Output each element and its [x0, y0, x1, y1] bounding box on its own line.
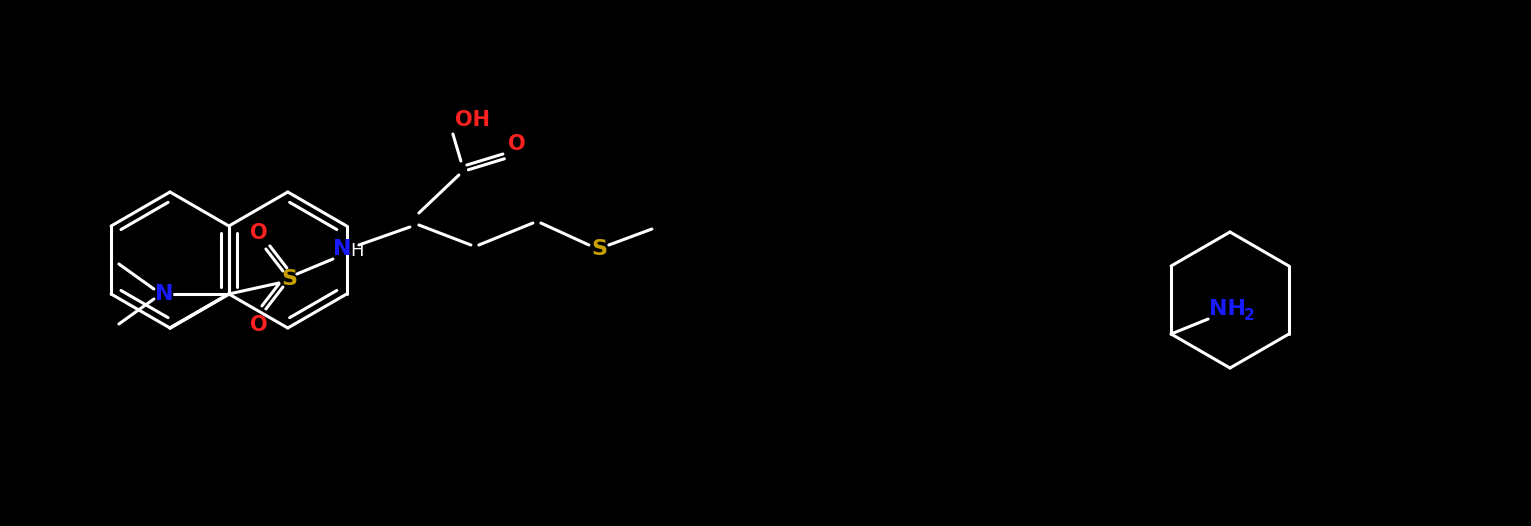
Text: N: N — [332, 239, 351, 259]
Text: S: S — [591, 239, 606, 259]
Text: H: H — [351, 242, 364, 260]
Text: O: O — [250, 223, 268, 243]
Text: NH: NH — [1208, 299, 1246, 319]
Text: OH: OH — [455, 110, 490, 130]
Text: N: N — [155, 284, 173, 304]
Text: O: O — [250, 315, 268, 335]
Text: S: S — [280, 269, 297, 289]
Text: O: O — [508, 134, 525, 154]
Text: 2: 2 — [1243, 309, 1254, 323]
